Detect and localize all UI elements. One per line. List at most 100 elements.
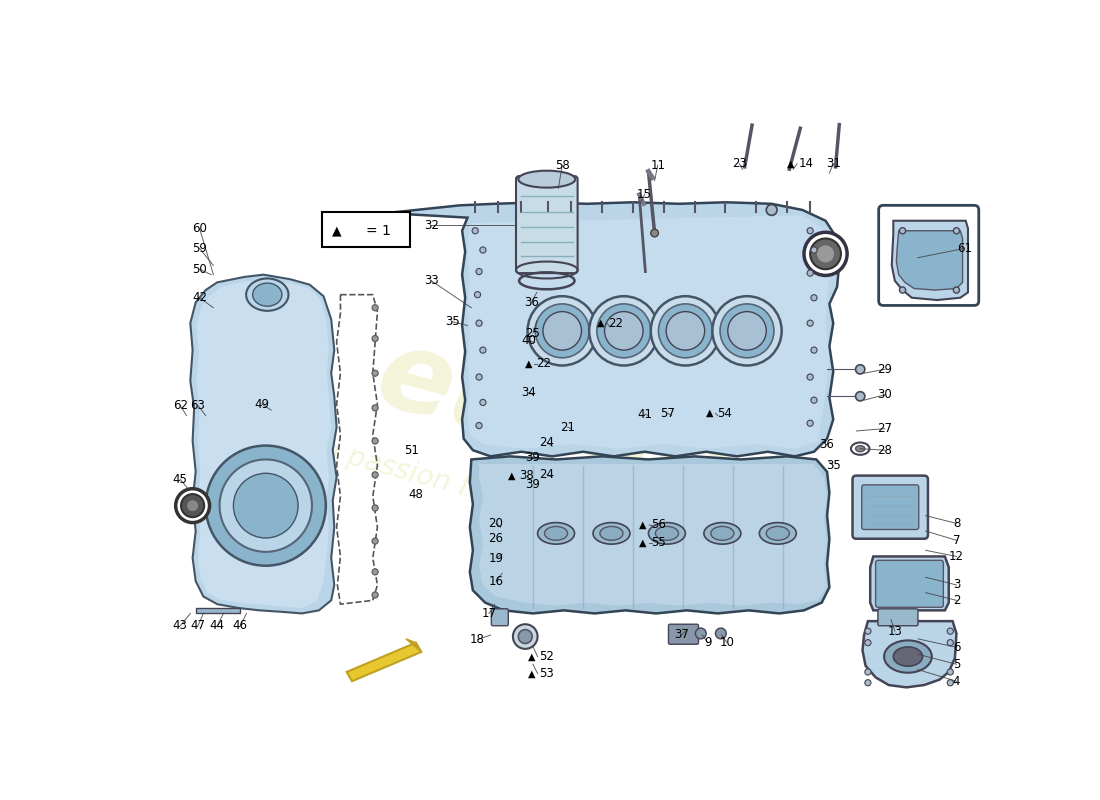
Text: a passion for parts since 1985: a passion for parts since 1985 [319,436,732,572]
Text: 23: 23 [732,158,747,170]
Circle shape [865,680,871,686]
Circle shape [543,311,582,350]
Circle shape [807,270,813,276]
Text: 25: 25 [526,326,540,340]
Polygon shape [470,456,829,614]
Circle shape [372,370,378,376]
Text: 9: 9 [704,636,712,650]
Text: 14: 14 [799,158,814,170]
Text: 44: 44 [210,619,224,632]
Circle shape [206,446,326,566]
Ellipse shape [704,522,741,544]
Text: 60: 60 [192,222,207,235]
Circle shape [476,320,482,326]
Circle shape [667,311,705,350]
Text: 30: 30 [878,388,892,402]
Circle shape [372,405,378,411]
Text: 22: 22 [608,317,624,330]
Polygon shape [196,608,241,614]
Circle shape [187,499,199,512]
Text: 36: 36 [820,438,835,451]
Circle shape [372,505,378,511]
Polygon shape [346,642,421,682]
Text: 35: 35 [826,459,840,472]
Ellipse shape [711,526,734,540]
Ellipse shape [893,647,923,666]
Circle shape [518,630,532,643]
Circle shape [807,420,813,426]
Ellipse shape [600,526,623,540]
Text: 8: 8 [953,517,960,530]
Text: 26: 26 [488,532,504,546]
Text: 24: 24 [539,436,554,449]
Text: ▲: ▲ [597,318,605,328]
Circle shape [856,365,865,374]
Polygon shape [862,621,957,687]
Circle shape [176,489,209,522]
Circle shape [856,392,865,401]
FancyBboxPatch shape [492,609,508,626]
Circle shape [865,669,871,675]
Circle shape [651,230,659,237]
Circle shape [728,311,767,350]
Circle shape [954,287,959,293]
Circle shape [659,304,713,358]
FancyBboxPatch shape [322,211,409,247]
Polygon shape [870,557,948,610]
Ellipse shape [767,526,790,540]
Circle shape [767,205,777,215]
Text: 42: 42 [192,291,207,304]
Circle shape [947,640,954,646]
Text: 56: 56 [651,518,666,531]
Circle shape [474,291,481,298]
Text: 40: 40 [521,334,537,347]
Circle shape [372,538,378,544]
Circle shape [810,238,842,270]
Text: 2: 2 [953,594,960,607]
Text: 10: 10 [719,636,735,650]
Circle shape [536,304,590,358]
Circle shape [807,228,813,234]
Ellipse shape [649,522,685,544]
FancyBboxPatch shape [516,176,578,273]
Circle shape [947,628,954,634]
Circle shape [954,228,959,234]
Circle shape [807,374,813,380]
Text: 58: 58 [554,158,570,172]
Text: 62: 62 [173,399,188,412]
Ellipse shape [246,278,288,311]
Circle shape [695,628,706,639]
Ellipse shape [851,442,869,455]
Circle shape [947,669,954,675]
FancyBboxPatch shape [852,476,928,538]
Text: 47: 47 [190,619,206,632]
Text: 51: 51 [405,444,419,457]
Ellipse shape [593,522,630,544]
Polygon shape [480,464,827,606]
Circle shape [233,474,298,538]
Text: 27: 27 [878,422,892,435]
Circle shape [480,247,486,253]
FancyBboxPatch shape [878,609,917,626]
Text: 20: 20 [488,517,504,530]
Text: 49: 49 [254,398,270,410]
Circle shape [715,628,726,639]
Polygon shape [197,279,331,608]
Text: 11: 11 [650,158,666,172]
Circle shape [476,422,482,429]
Polygon shape [387,202,839,456]
Circle shape [816,245,835,263]
Polygon shape [406,639,421,652]
Text: 55: 55 [651,536,666,549]
Circle shape [804,232,847,275]
Ellipse shape [538,522,574,544]
Ellipse shape [884,640,932,673]
Text: 18: 18 [470,633,485,646]
Circle shape [811,347,817,353]
Circle shape [947,680,954,686]
Circle shape [865,628,871,634]
Text: 35: 35 [444,315,460,328]
Text: ▲: ▲ [788,158,794,169]
Circle shape [811,247,817,253]
Ellipse shape [856,446,865,452]
